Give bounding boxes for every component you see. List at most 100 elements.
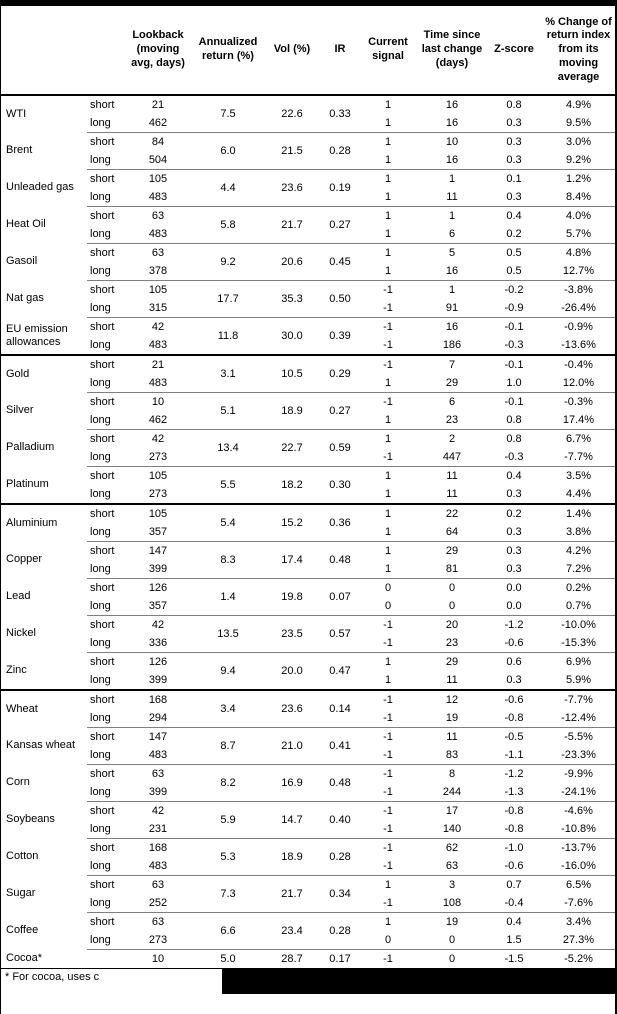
time-since-value: 62 [445,841,459,854]
lookback-value: 105 [148,469,168,482]
lookback-value: 462 [125,114,191,133]
lookback-value: 504 [125,151,191,170]
zscore-value: -1.2 [504,618,524,631]
leg-label: long [87,857,125,876]
vol-value: 21.7 [265,875,319,913]
lookback-value: 483 [125,746,191,765]
leg-label: long [87,783,125,802]
lookback-value: 147 [148,730,168,743]
ir-value: 0.28 [319,912,361,950]
header-lookback: Lookback (moving avg, days) [125,6,191,96]
lookback-value: 168 [148,693,168,706]
ir-value: 0.27 [319,206,361,244]
lookback-value: 10 [151,395,165,408]
signal-value: -1 [361,894,415,913]
ir-value: 0.40 [319,801,361,839]
table-row: Zinc short 126 9.4 20.0 0.47 1 29 0.6 6.9% [1,652,615,691]
lookback-value: 273 [125,931,191,950]
zscore-value: 0.1 [506,172,522,185]
time-since-value: 16 [445,320,459,333]
lookback-value: 126 [148,581,168,594]
pct-change-value: 4.2% [565,544,592,557]
time-since-value: 447 [415,448,489,467]
header-row: Lookback (moving avg, days) Annualized r… [1,6,615,96]
lookback-value: 63 [151,209,165,222]
pct-change-value: 9.2% [539,151,615,170]
annualized-return-value: 3.1 [191,355,265,393]
annualized-return-value: 7.5 [191,95,265,133]
table-row: Gasoil short 63 9.2 20.6 0.45 1 5 0.5 4.8% [1,243,615,281]
signal-value: 1 [384,878,392,891]
leg-label: short [90,209,115,222]
time-since-value: 0 [415,597,489,616]
leg-label: short [90,730,115,743]
table-row: long 483 -1 63 -0.6 -16.0% [1,857,615,876]
zscore-value: 0.3 [489,114,539,133]
leg-label: short [90,358,115,371]
annualized-return-value: 5.4 [191,504,265,542]
time-since-value: 17 [445,804,459,817]
signal-value: 1 [384,432,392,445]
leg-label: long [87,374,125,393]
table-row: long 483 1 29 1.0 12.0% [1,374,615,393]
lookback-value: 42 [151,804,165,817]
annualized-return-value: 8.2 [191,764,265,802]
annualized-return-value: 8.3 [191,541,265,579]
table-row: long 462 1 16 0.3 9.5% [1,114,615,133]
pct-change-value: -5.2% [539,949,615,969]
leg-label: long [87,820,125,839]
leg-label: short [90,655,115,668]
time-since-value: 186 [415,336,489,356]
pct-change-value: 4.0% [565,209,592,222]
signal-value: -1 [361,299,415,318]
annualized-return-value: 5.9 [191,801,265,839]
vol-value: 21.5 [265,132,319,170]
signal-value: -1 [361,634,415,653]
ir-value: 0.33 [319,95,361,133]
pct-change-value: 3.8% [539,523,615,542]
time-since-value: 8 [448,767,456,780]
header-leg [87,6,125,96]
pct-change-value: 6.7% [565,432,592,445]
vol-value: 19.8 [265,578,319,616]
lookback-value: 105 [148,283,168,296]
pct-change-value: 17.4% [539,411,615,430]
commodity-name: Unleaded gas [6,181,74,194]
lookback-value: 42 [151,432,165,445]
annualized-return-value: 13.5 [191,615,265,653]
table-row: long 504 1 16 0.3 9.2% [1,151,615,170]
time-since-value: 16 [415,262,489,281]
pct-change-value: 3.5% [565,469,592,482]
zscore-value: 0.3 [489,671,539,691]
signal-value: 1 [384,246,392,259]
signal-value: 1 [361,262,415,281]
table-row: Cotton short 168 5.3 18.9 0.28 -1 62 -1.0 -13.7% [1,838,615,876]
table-row: Kansas wheat short 147 8.7 21.0 0.41 -1 11 -0.5-… [1,727,615,765]
zscore-value: 0.3 [489,485,539,505]
zscore-value: 0.4 [506,915,522,928]
signal-value: -1 [361,857,415,876]
table-row: long 399 -1 244 -1.3 -24.1% [1,783,615,802]
commodity-name: Soybeans [6,813,55,826]
signal-value: 1 [361,523,415,542]
lookback-value: 483 [125,374,191,393]
signal-value: -1 [361,949,415,969]
time-since-value: 0 [415,931,489,950]
lookback-value: 42 [151,618,165,631]
table-row: EU emission allowances short 42 11.8 30.0 0.3… [1,317,615,356]
pct-change-value: 6.9% [565,655,592,668]
zscore-value: -0.4 [489,894,539,913]
lookback-value: 126 [148,655,168,668]
zscore-value: 1.5 [489,931,539,950]
leg-label: long [87,894,125,913]
header-annualized-return: Annualized return (%) [191,6,265,96]
time-since-value: 1 [448,209,456,222]
table-row: long 462 1 23 0.8 17.4% [1,411,615,430]
signal-value: 1 [384,655,392,668]
lookback-value: 21 [151,358,165,371]
leg-label: long [87,114,125,133]
leg-label: short [90,618,115,631]
time-since-value: 140 [415,820,489,839]
pct-change-value: -7.7% [564,693,593,706]
time-since-value: 0 [448,581,456,594]
